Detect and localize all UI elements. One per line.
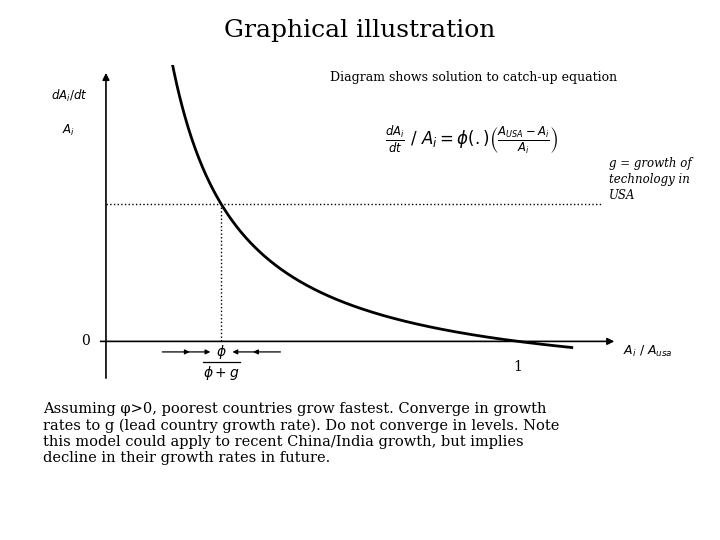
Text: $\phi + g$: $\phi + g$ [203, 364, 240, 382]
Text: $dA_i/dt$: $dA_i/dt$ [50, 88, 87, 104]
Text: $\phi$: $\phi$ [216, 343, 227, 361]
Text: $\frac{dA_i}{dt}\ /\ A_i = \phi(.)\left(\frac{A_{USA} - A_i}{A_i}\right)$: $\frac{dA_i}{dt}\ /\ A_i = \phi(.)\left(… [384, 123, 559, 156]
Text: $A_i\ /\ A_{usa}$: $A_i\ /\ A_{usa}$ [624, 344, 673, 359]
Text: $A_i$: $A_i$ [63, 123, 76, 138]
Text: g = growth of
technology in
USA: g = growth of technology in USA [609, 157, 692, 202]
Text: Diagram shows solution to catch-up equation: Diagram shows solution to catch-up equat… [330, 71, 618, 84]
Text: 0: 0 [81, 334, 89, 348]
Text: Assuming φ>0, poorest countries grow fastest. Converge in growth
rates to g (lea: Assuming φ>0, poorest countries grow fas… [43, 402, 559, 465]
Text: Graphical illustration: Graphical illustration [225, 19, 495, 42]
Text: 1: 1 [514, 360, 523, 374]
